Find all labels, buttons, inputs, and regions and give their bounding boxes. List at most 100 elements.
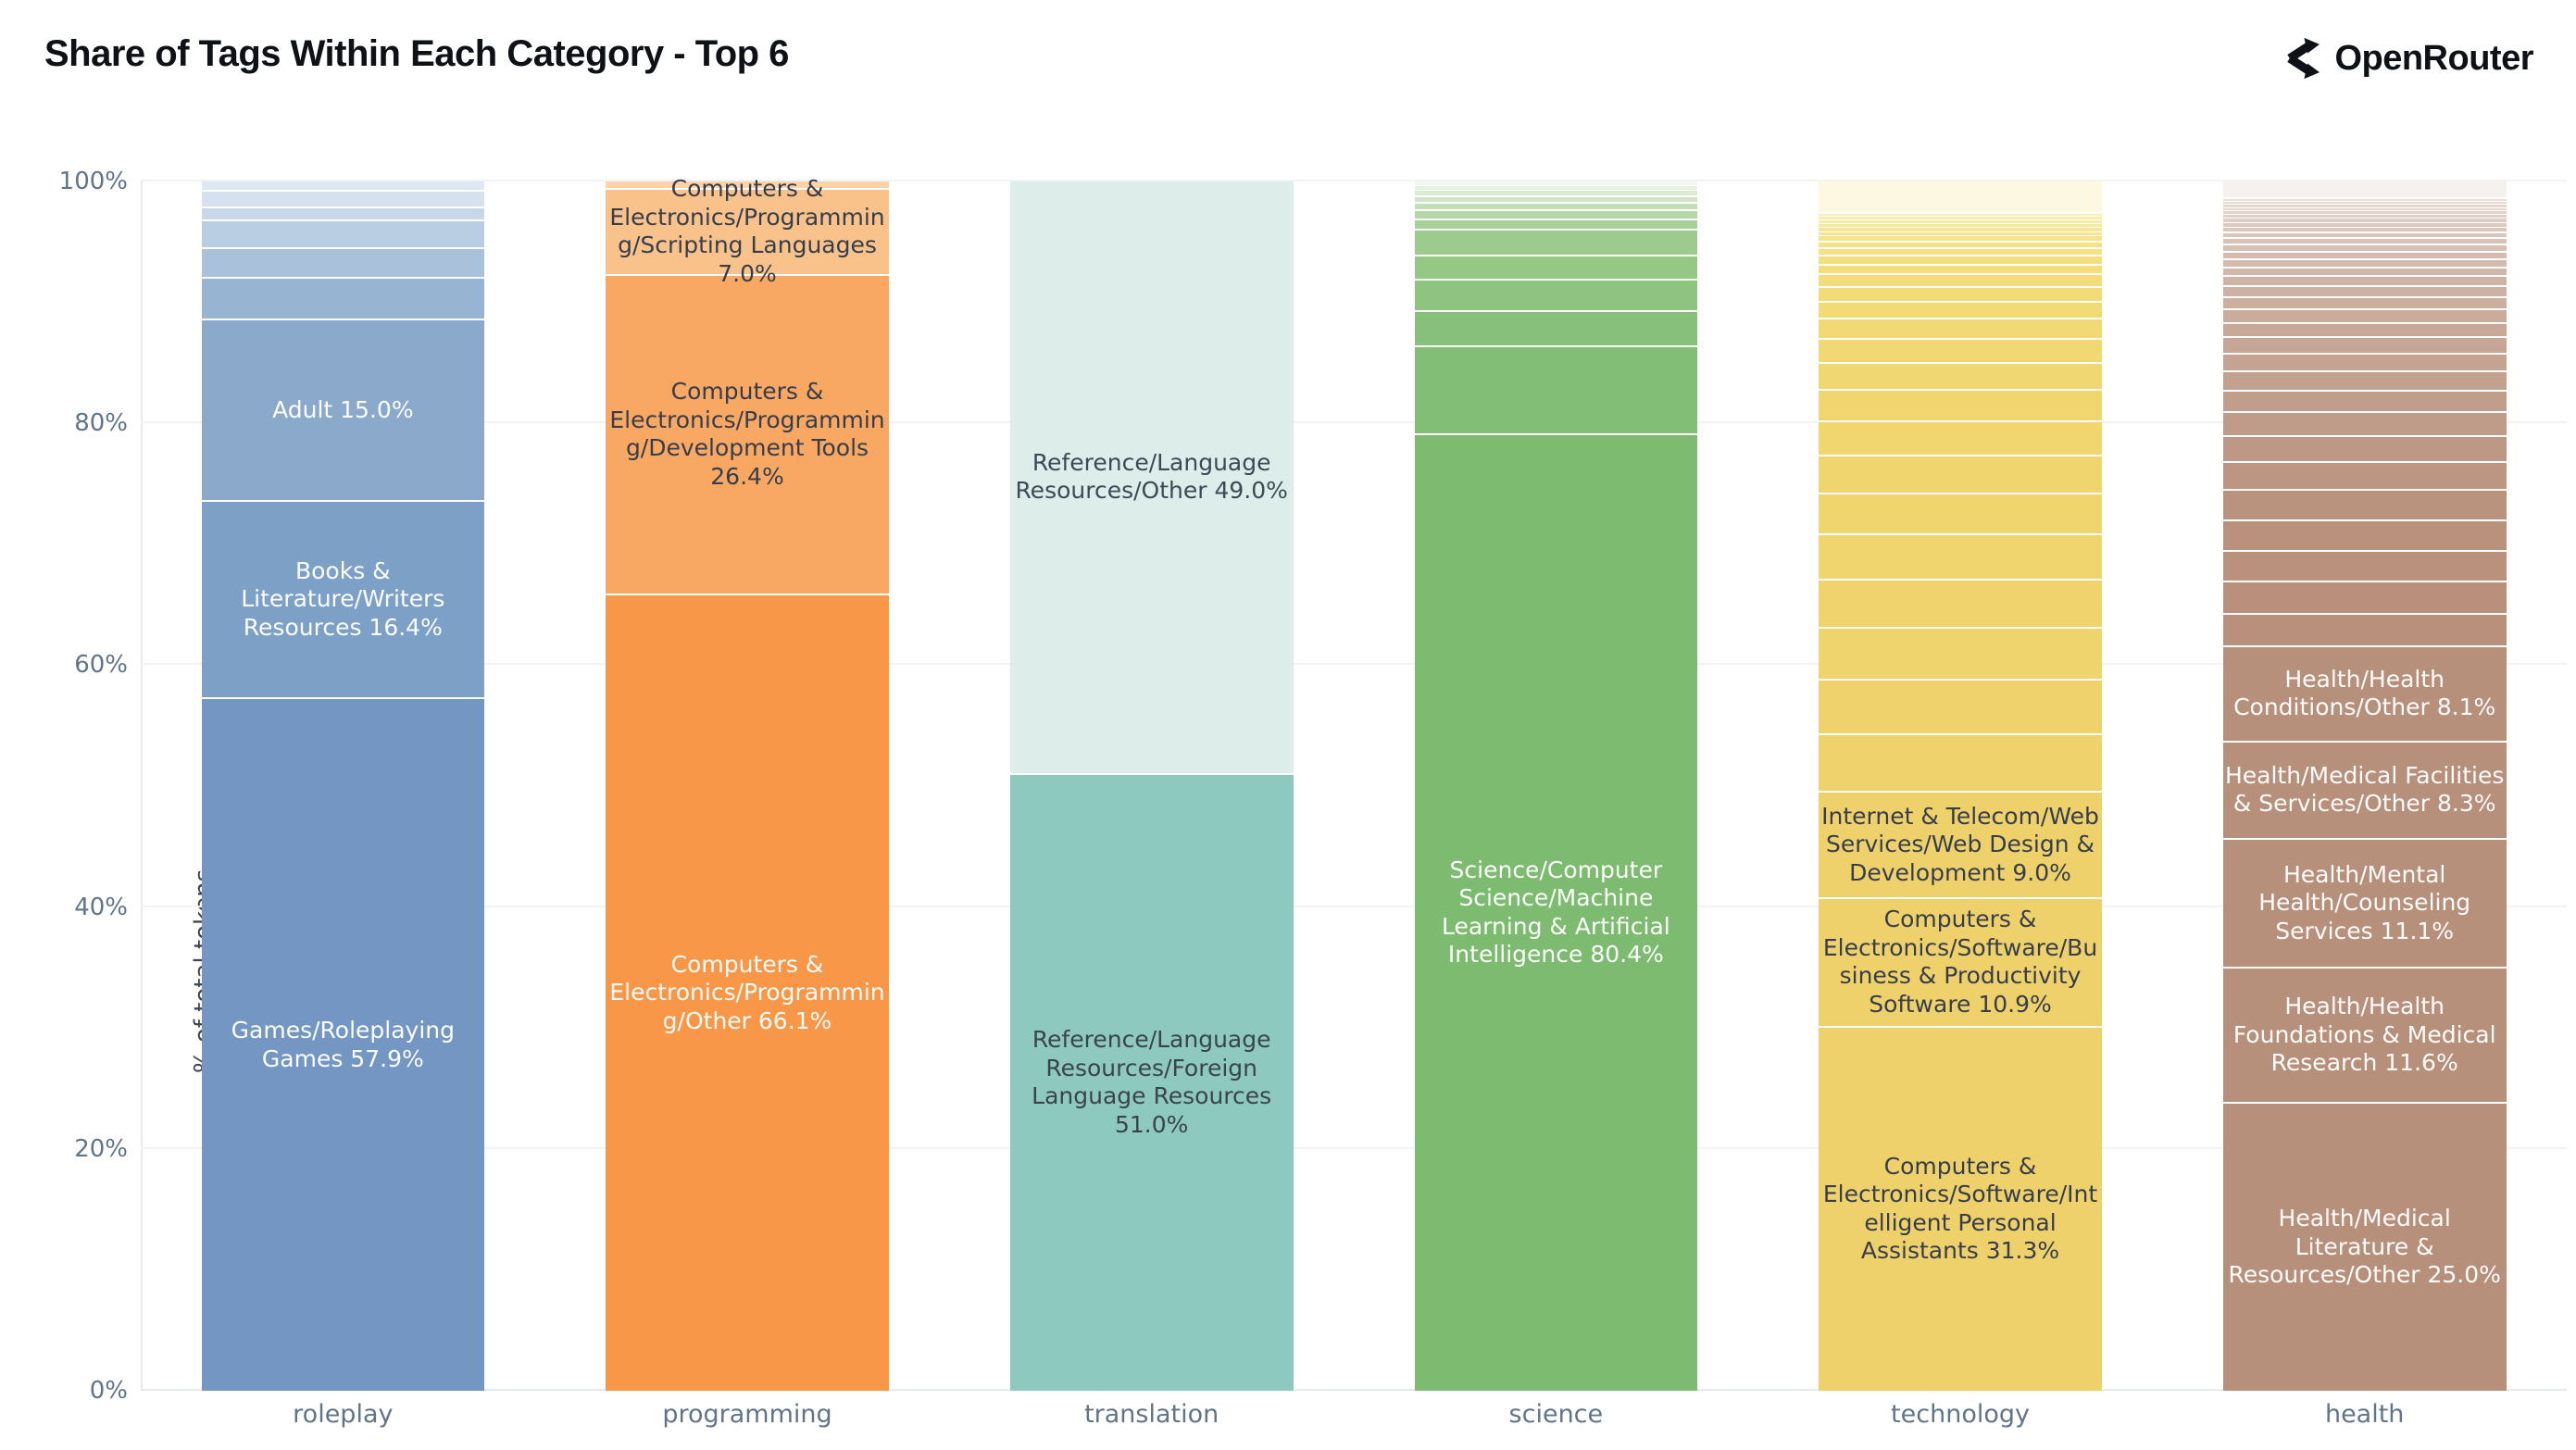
bar-segment — [1819, 421, 2102, 456]
bar-segment — [2222, 215, 2507, 219]
y-tick-label: 60% — [74, 651, 128, 680]
bar-segment — [2222, 521, 2507, 552]
bar-segment — [201, 248, 485, 280]
bar-segment: Health/Health Conditions/Other 8.1% — [2222, 647, 2507, 743]
gridline — [141, 421, 2567, 424]
y-tick-label: 20% — [74, 1134, 128, 1163]
bar-segment — [2222, 614, 2507, 648]
bar-slot: Computers & Electronics/Programming/Scri… — [545, 175, 950, 1391]
bar-segment — [2222, 551, 2507, 583]
bar-segment: Health/Health Foundations & Medical Rese… — [2222, 969, 2507, 1104]
gridline — [141, 180, 2567, 181]
x-label-programming: programming — [662, 1400, 832, 1429]
bar-segment — [1414, 190, 1698, 197]
y-axis-line — [141, 181, 143, 1391]
bar-segment: Games/Roleplaying Games 57.9% — [201, 699, 485, 1391]
bar-segment — [2222, 260, 2507, 269]
bar-segment — [1819, 363, 2102, 392]
stacked-bar-programming: Computers & Electronics/Programming/Scri… — [606, 175, 889, 1391]
bar-segment — [1819, 735, 2102, 793]
bar-segment — [1819, 265, 2102, 276]
gridline — [141, 905, 2567, 907]
bar-segment — [1819, 628, 2102, 681]
bar-segment — [1819, 580, 2102, 629]
bar-segment — [1414, 196, 1698, 204]
bar-segment — [1819, 456, 2102, 494]
bar-segment: Health/Medical Literature & Resources/Ot… — [2222, 1104, 2507, 1391]
gridline — [141, 1389, 2567, 1391]
bar-segment — [1414, 312, 1698, 348]
bar-segment — [1819, 680, 2102, 736]
bar-segment — [1819, 236, 2102, 243]
segment-label: Science/Computer Science/Machine Learnin… — [1441, 856, 1670, 969]
bar-segment — [2222, 297, 2507, 311]
bar-segment — [1414, 281, 1698, 313]
bar-segment — [1819, 231, 2102, 237]
bar-segment: Computers & Electronics/Programming/Othe… — [606, 594, 889, 1391]
bar-slot: Health/Health Conditions/Other 8.1% Healt… — [2162, 181, 2567, 1391]
bar-segment — [1819, 248, 2102, 257]
bar-slot: Adult 15.0% Books & Literature/Writers Re… — [141, 181, 545, 1391]
x-axis-labels: roleplay programming translation science tec… — [141, 1400, 2567, 1429]
stacked-bar-translation: Reference/Language Resources/Other 49.0%… — [1009, 181, 1294, 1391]
bar-segment — [1414, 256, 1698, 281]
bar-segment: Science/Computer Science/Machine Learnin… — [1414, 434, 1698, 1392]
openrouter-icon — [2287, 37, 2320, 80]
segment-label: Books & Literature/Writers Resources 16.… — [241, 556, 445, 641]
y-tick-label: 80% — [74, 409, 128, 438]
bar-segment — [2222, 227, 2507, 234]
bar-segment — [1414, 185, 1698, 191]
bar-segment — [1414, 181, 1698, 186]
bar-segment — [2222, 462, 2507, 492]
y-tick-label: 100% — [58, 168, 128, 195]
stacked-bar-technology: Internet & Telecom/Web Services/Web Desi… — [1819, 181, 2102, 1392]
bar-segment — [2222, 392, 2507, 414]
gridline — [141, 663, 2567, 666]
bar-segment — [1819, 256, 2102, 266]
bar-segment: Internet & Telecom/Web Services/Web Desi… — [1819, 792, 2102, 899]
bar-segment: Reference/Language Resources/Other 49.0% — [1009, 181, 1294, 775]
bar-segment — [201, 192, 485, 208]
bar-segment: Computers & Electronics/Software/Intelli… — [1819, 1027, 2102, 1392]
stacked-bar-science: Science/Computer Science/Machine Learnin… — [1414, 181, 1698, 1392]
y-tick-label: 0% — [89, 1377, 128, 1405]
bar-segment — [2222, 277, 2507, 288]
plot-area: % of total tokens 0%20%40%60%80%100% Adu… — [59, 168, 2567, 1405]
bar-segment — [2222, 287, 2507, 298]
stacked-bar-health: Health/Health Conditions/Other 8.1% Healt… — [2222, 181, 2507, 1391]
bar-segment — [1414, 220, 1698, 231]
segment-label: Computers & Electronics/Software/Busines… — [1822, 906, 2098, 1018]
bar-segment: Computers & Electronics/Programming/Deve… — [606, 275, 889, 595]
bar-segment — [2222, 323, 2507, 339]
bar-segment: Adult 15.0% — [201, 320, 485, 502]
bar-segment — [2222, 199, 2507, 203]
bar-segment — [2222, 245, 2507, 253]
stacked-bar-roleplay: Adult 15.0% Books & Literature/Writers Re… — [201, 181, 485, 1391]
segment-label: Computers & Electronics/Programming/Scri… — [609, 175, 885, 287]
segment-label: Health/Medical Facilities & Services/Oth… — [2224, 761, 2505, 818]
bar-segment — [1819, 319, 2102, 340]
bar-segment — [1819, 287, 2102, 303]
segment-label: Computers & Electronics/Programming/Othe… — [609, 950, 885, 1034]
bar-segment — [1819, 213, 2102, 218]
bar-segment — [2222, 436, 2507, 463]
segment-label: Games/Roleplaying Games 57.9% — [231, 1017, 455, 1072]
bar-segment — [2222, 207, 2507, 212]
bar-segment — [1819, 535, 2102, 581]
bar-segment — [2222, 582, 2507, 615]
brand-name: OpenRouter — [2334, 38, 2533, 78]
bar-segment: Computers & Electronics/Programming/Scri… — [606, 175, 889, 287]
bar-segment — [2222, 268, 2507, 278]
bar-segment — [1819, 242, 2102, 249]
bar-segment: Health/Medical Facilities & Services/Oth… — [2222, 742, 2507, 840]
segment-label: Adult 15.0% — [272, 395, 414, 423]
bar-segment — [606, 181, 889, 190]
bar-segment — [1414, 204, 1698, 212]
bar-segment — [2222, 239, 2507, 246]
bar-segment — [1819, 494, 2102, 536]
bar-segment — [2222, 413, 2507, 437]
bar-segment — [1819, 219, 2102, 224]
segment-label: Reference/Language Resources/Foreign Lan… — [1032, 1026, 1272, 1138]
bar-segment: Computers & Electronics/Software/Busines… — [1819, 898, 2102, 1028]
